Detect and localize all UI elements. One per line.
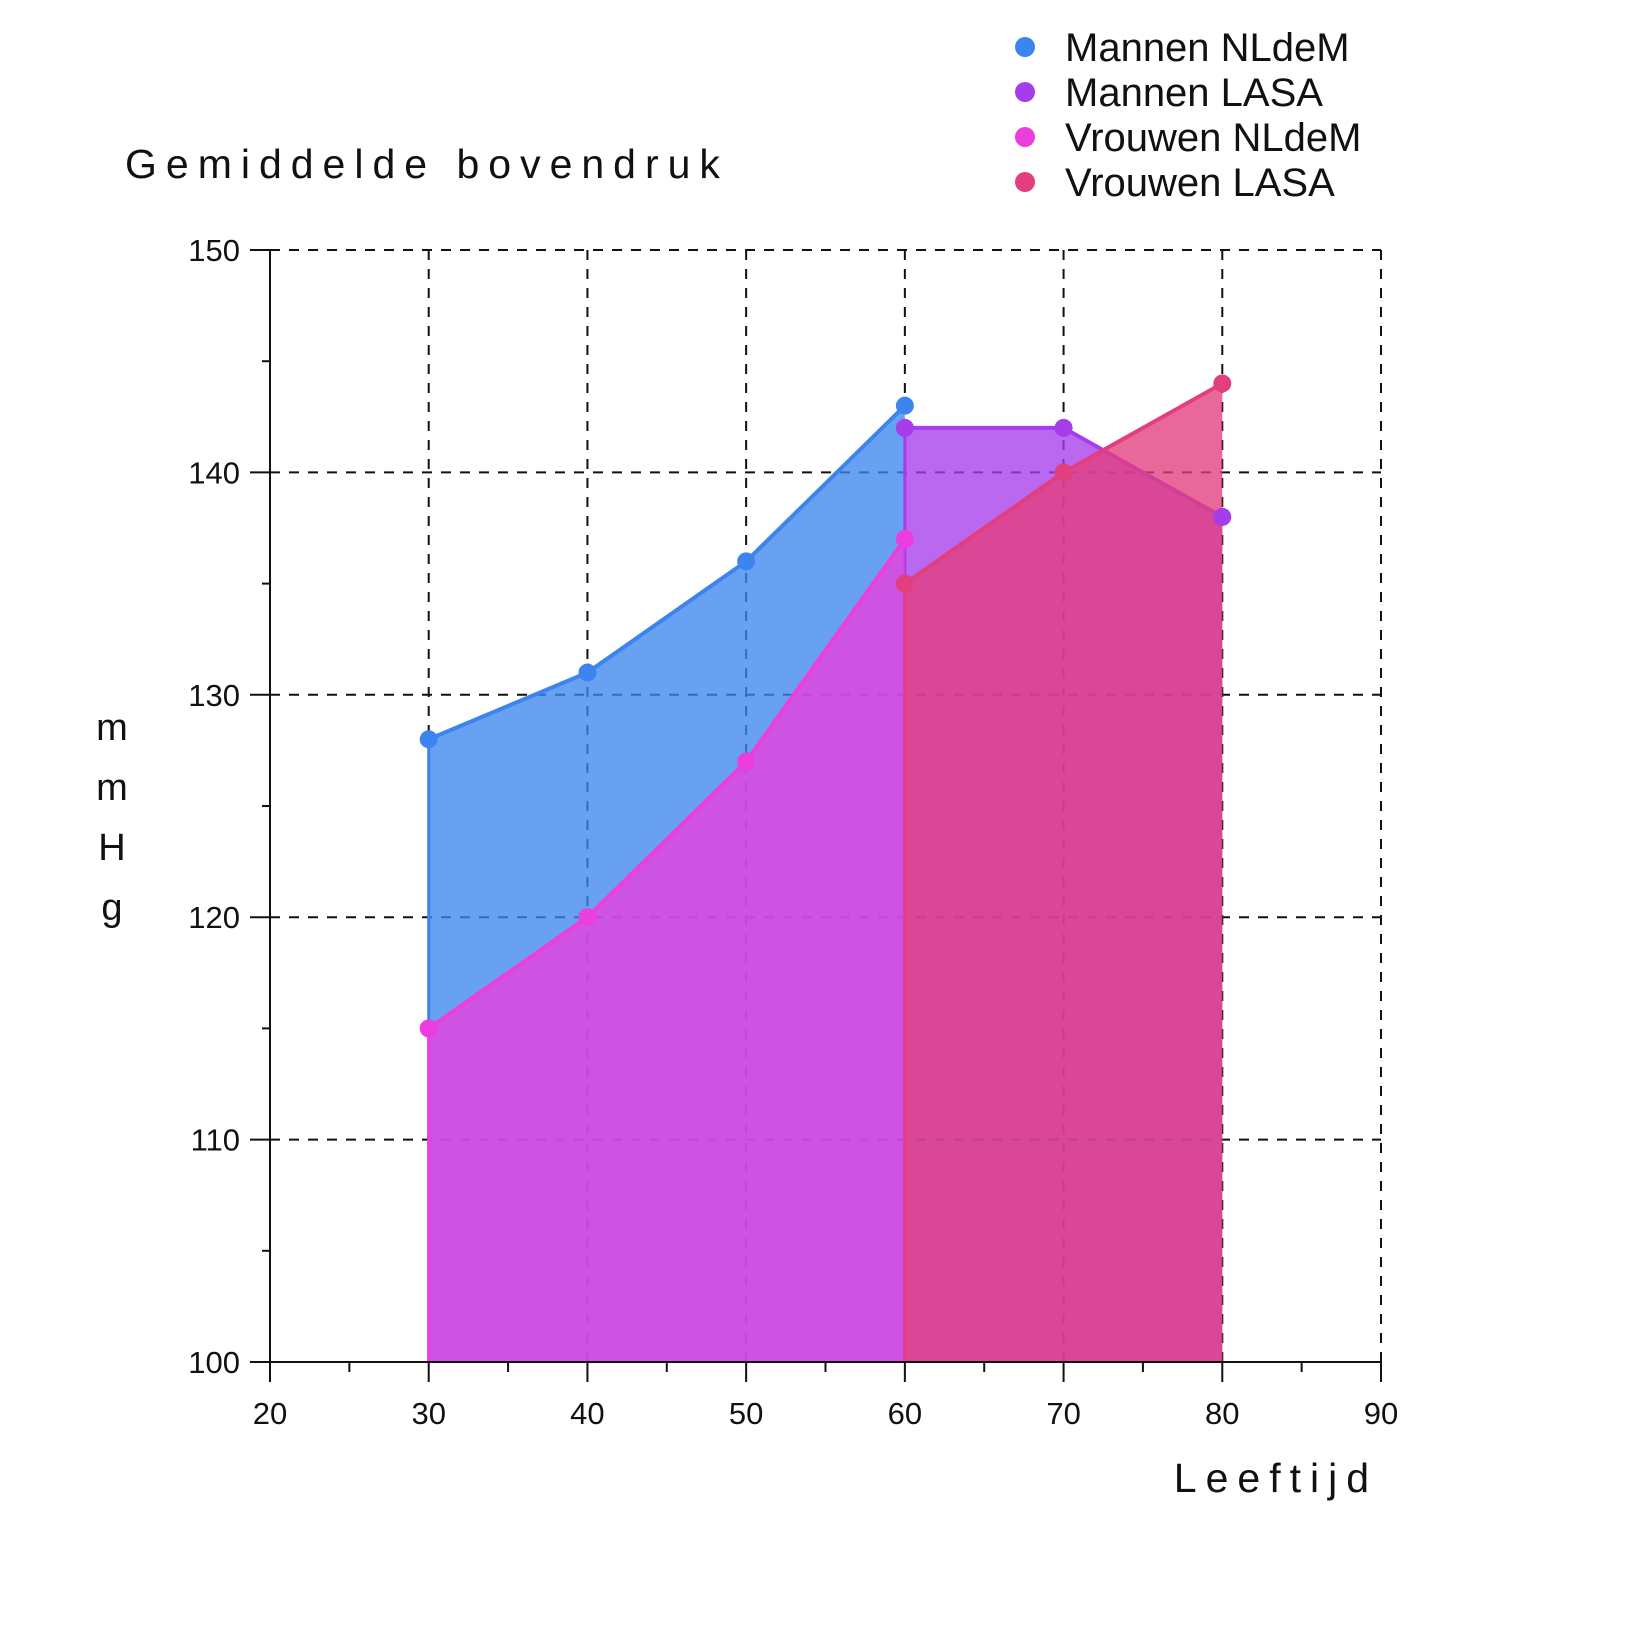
x-axis-title: Leeftijd xyxy=(1174,1455,1378,1501)
legend-marker xyxy=(1015,172,1035,192)
data-point xyxy=(419,730,438,749)
data-point xyxy=(1213,507,1232,526)
data-point xyxy=(895,418,914,437)
x-tick-label: 80 xyxy=(1205,1396,1239,1431)
y-axis-title-char: m xyxy=(96,707,128,749)
x-tick-label: 60 xyxy=(888,1396,922,1431)
data-point xyxy=(737,552,756,571)
data-point xyxy=(578,908,597,927)
data-point xyxy=(1213,374,1232,393)
data-point xyxy=(895,530,914,549)
legend-marker xyxy=(1015,82,1035,102)
chart-title: Gemiddelde bovendruk xyxy=(125,141,729,187)
y-tick-label: 100 xyxy=(188,1345,240,1380)
x-tick-label: 70 xyxy=(1046,1396,1080,1431)
data-point xyxy=(419,1019,438,1038)
axes: 100 110 120 130 140 150 20 30 40 50 60 70 80 90 xyxy=(188,233,1398,1431)
legend-label: Mannen NLdeM xyxy=(1065,26,1350,70)
data-point xyxy=(1054,418,1073,437)
legend-label: Vrouwen NLdeM xyxy=(1065,116,1361,160)
data-point xyxy=(895,574,914,593)
y-tick-label: 130 xyxy=(188,678,240,713)
series-points xyxy=(419,374,1232,1038)
series-area xyxy=(428,539,905,1362)
x-tick-label: 90 xyxy=(1364,1396,1398,1431)
series-line xyxy=(427,404,907,742)
series-areas xyxy=(427,381,1224,1362)
y-axis-title-char: H xyxy=(98,827,125,869)
y-tick-label: 110 xyxy=(191,1123,240,1158)
data-point xyxy=(578,663,597,682)
y-axis-title-char: g xyxy=(101,887,122,929)
data-point xyxy=(895,396,914,415)
series-line xyxy=(427,537,907,1031)
legend-marker xyxy=(1015,37,1035,57)
y-axis-title-char: m xyxy=(96,767,128,809)
x-tick-label: 50 xyxy=(729,1396,763,1431)
data-point xyxy=(1054,463,1073,482)
legend-label: Vrouwen LASA xyxy=(1065,161,1335,205)
data-point xyxy=(737,752,756,771)
legend-label: Mannen LASA xyxy=(1065,71,1323,115)
x-tick-label: 30 xyxy=(411,1396,445,1431)
x-tick-label: 40 xyxy=(570,1396,604,1431)
y-tick-label: 120 xyxy=(188,900,240,935)
y-tick-label: 150 xyxy=(188,233,240,268)
x-tick-label: 20 xyxy=(253,1396,287,1431)
legend-marker xyxy=(1015,127,1035,147)
series-area xyxy=(904,383,1223,1362)
y-tick-label: 140 xyxy=(188,455,240,490)
